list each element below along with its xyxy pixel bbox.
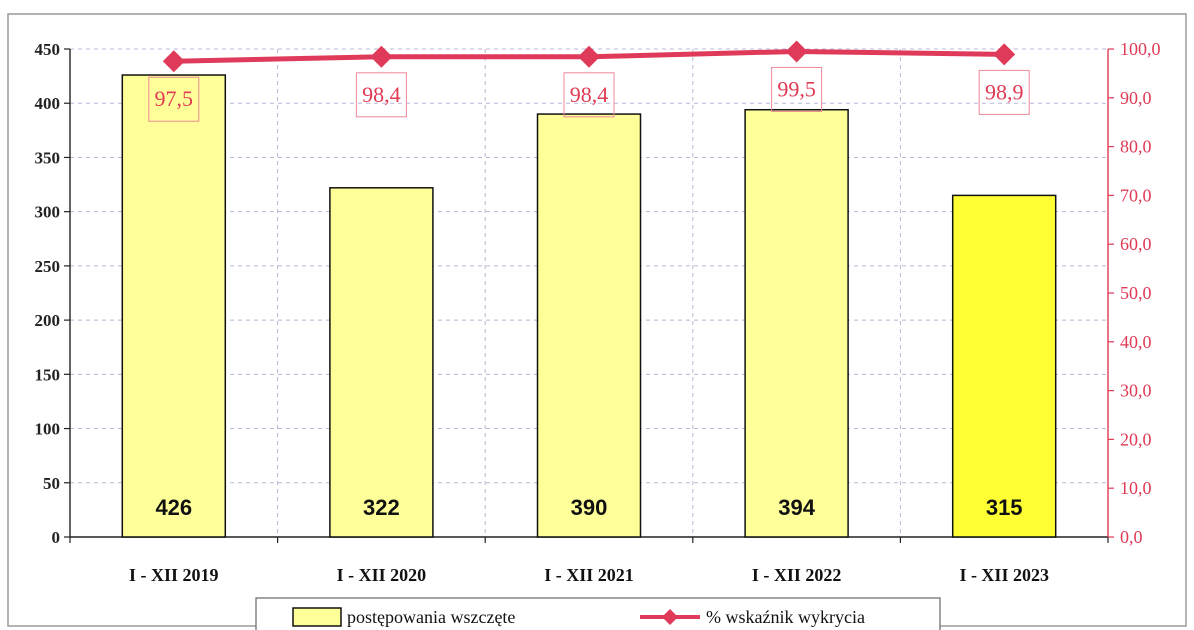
line-value-label: 99,5	[777, 76, 816, 101]
x-axis-category-label: I - XII 2023	[959, 565, 1049, 585]
line-value-labels: 97,5 98,4 98,4 99,5 98,9	[148, 66, 1030, 122]
bar-value-label: 394	[778, 495, 815, 520]
bar-value-label: 426	[155, 495, 192, 520]
left-axis-tick-label: 0	[52, 528, 61, 547]
right-axis-tick-label: 90,0	[1120, 88, 1152, 108]
x-axis-category-label: I - XII 2021	[544, 565, 634, 585]
legend: postępowania wszczęte % wskaźnik wykryci…	[255, 597, 941, 630]
line-value-label-box	[978, 69, 1030, 115]
left-axis-tick-label: 350	[35, 148, 61, 167]
line-point-marker	[578, 45, 600, 68]
right-axis-tick-label: 70,0	[1120, 185, 1152, 205]
left-axis-tick-label: 150	[35, 365, 61, 384]
line-point-marker	[785, 40, 808, 63]
left-axis-tick-label: 300	[35, 203, 61, 222]
x-axis-category-label: I - XII 2022	[752, 565, 842, 585]
legend-box	[255, 597, 941, 630]
line-point-marker	[370, 45, 393, 68]
legend-label-line: % wskaźnik wykrycia	[706, 607, 865, 627]
legend-label-bars: postępowania wszczęte	[347, 607, 515, 627]
bar-value-label: 315	[986, 495, 1023, 520]
right-axis-tick-label: 80,0	[1120, 137, 1152, 157]
line-series	[162, 40, 1016, 73]
line-value-label-box	[355, 72, 407, 118]
line-point-marker	[993, 43, 1016, 66]
bar	[329, 187, 434, 538]
right-axis-tick-label: 100,0	[1120, 39, 1161, 59]
bar-value-labels: 426 322 390 394 315	[155, 495, 1022, 520]
right-axis-tick-label: 50,0	[1120, 283, 1152, 303]
right-axis-tick-label: 20,0	[1120, 429, 1152, 449]
left-axis-tick-label: 200	[35, 311, 61, 330]
line-point-marker	[162, 50, 185, 73]
bar	[121, 74, 227, 538]
x-axis-category-label: I - XII 2019	[129, 565, 219, 585]
gridlines	[70, 48, 1108, 537]
line-value-label: 98,4	[570, 82, 609, 107]
bar-value-label: 322	[363, 495, 400, 520]
left-axis-tick-label: 400	[35, 94, 61, 113]
bar	[744, 108, 849, 538]
left-axis-tick-label: 100	[35, 420, 61, 439]
right-axis-tick-label: 40,0	[1120, 332, 1152, 352]
line-value-label: 98,4	[362, 82, 401, 107]
line-value-label-box	[771, 66, 823, 112]
left-axis-tick-label: 450	[35, 40, 61, 59]
legend-swatch-bars	[292, 607, 342, 627]
right-axis-tick-label: 10,0	[1120, 478, 1152, 498]
bar-value-label: 390	[571, 495, 608, 520]
left-axis-tick-label: 250	[35, 257, 61, 276]
line-value-label: 98,9	[985, 79, 1024, 104]
right-axis-tick-label: 0,0	[1120, 527, 1143, 547]
right-axis-tick-label: 60,0	[1120, 234, 1152, 254]
legend-swatch-marker	[662, 609, 678, 625]
right-axis-tick-label: 30,0	[1120, 381, 1152, 401]
bar	[951, 194, 1057, 538]
x-axis-category-label: I - XII 2020	[337, 565, 427, 585]
x-axis-labels: I - XII 2019 I - XII 2020 I - XII 2021 I - …	[129, 565, 1049, 585]
bar	[536, 113, 642, 538]
bar-series	[121, 74, 1057, 538]
line-value-label: 97,5	[155, 86, 194, 111]
line-value-label-box	[563, 72, 615, 118]
line-value-label-box	[148, 76, 200, 122]
left-axis-tick-label: 50	[43, 474, 60, 493]
right-axis: 0,0 10,0 20,0 30,0 40,0 50,0 60,0 70,0 80,0 90,0 1…	[1107, 39, 1161, 547]
